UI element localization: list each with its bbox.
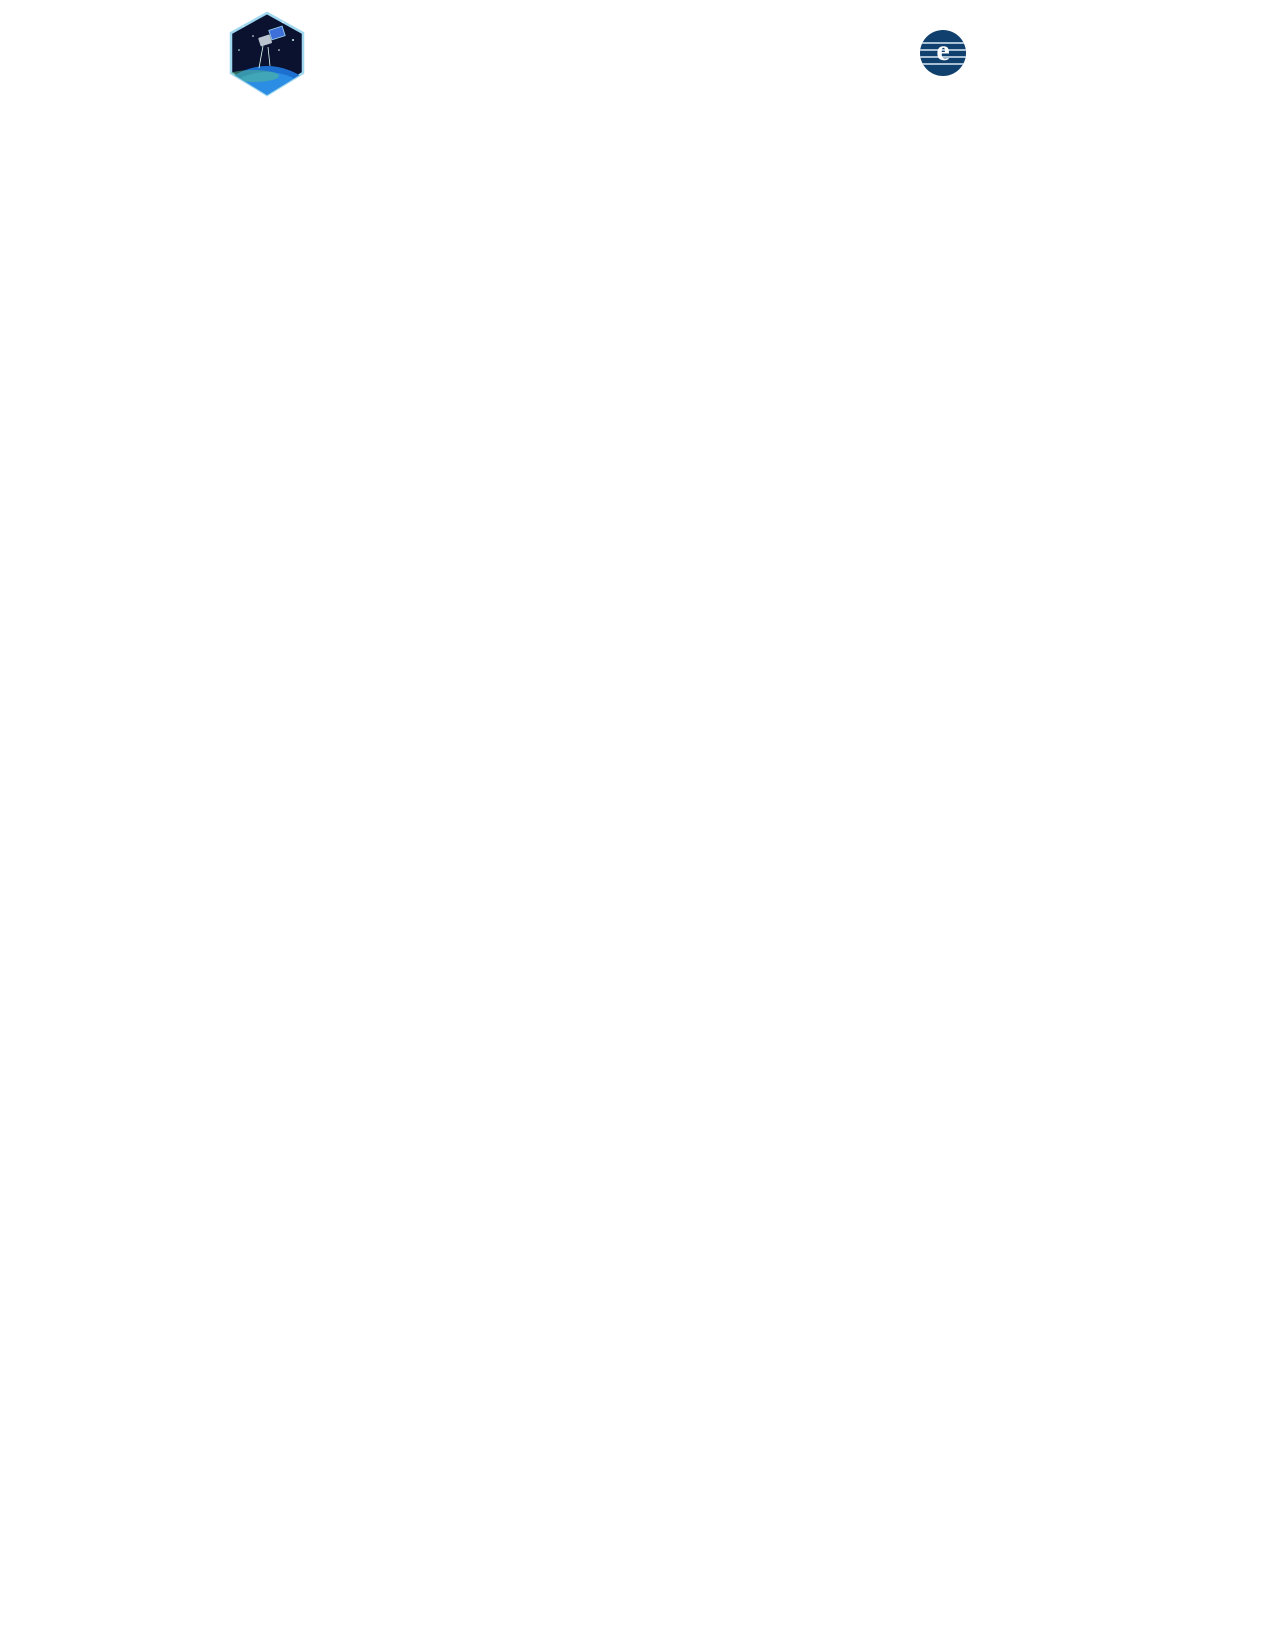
esa-globe-e: e	[936, 34, 950, 67]
cassiope-mission-patch	[223, 10, 311, 103]
esa-logo: e	[920, 30, 970, 76]
esa-globe-icon: e	[920, 30, 966, 76]
colorbar	[1225, 120, 1258, 511]
colorbar-label-wrap	[1146, 120, 1176, 511]
patch-satellite	[258, 34, 272, 47]
